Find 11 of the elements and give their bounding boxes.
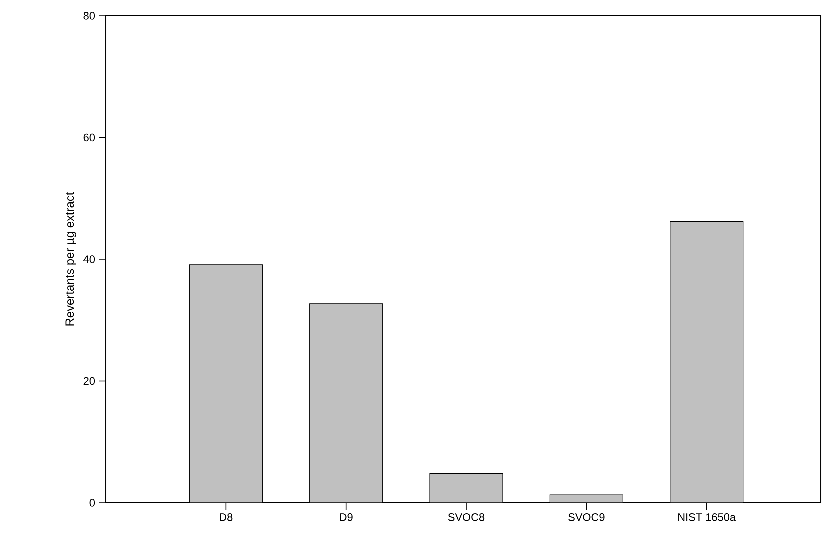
- x-tick-label: D8: [220, 514, 233, 522]
- y-tick-label: 60: [84, 134, 96, 142]
- x-tick-label: SVOC8: [448, 514, 485, 522]
- y-tick-label: 0: [90, 499, 96, 507]
- x-tick-label: NIST 1650a: [678, 514, 736, 522]
- y-tick-label: 40: [84, 256, 96, 264]
- x-tick-label: D9: [340, 514, 353, 522]
- y-tick-label: 20: [84, 377, 96, 386]
- x-tick-label: SVOC9: [568, 514, 605, 522]
- y-tick-label: 80: [84, 12, 96, 20]
- y-axis-title: Revertants per µg extract: [66, 192, 76, 326]
